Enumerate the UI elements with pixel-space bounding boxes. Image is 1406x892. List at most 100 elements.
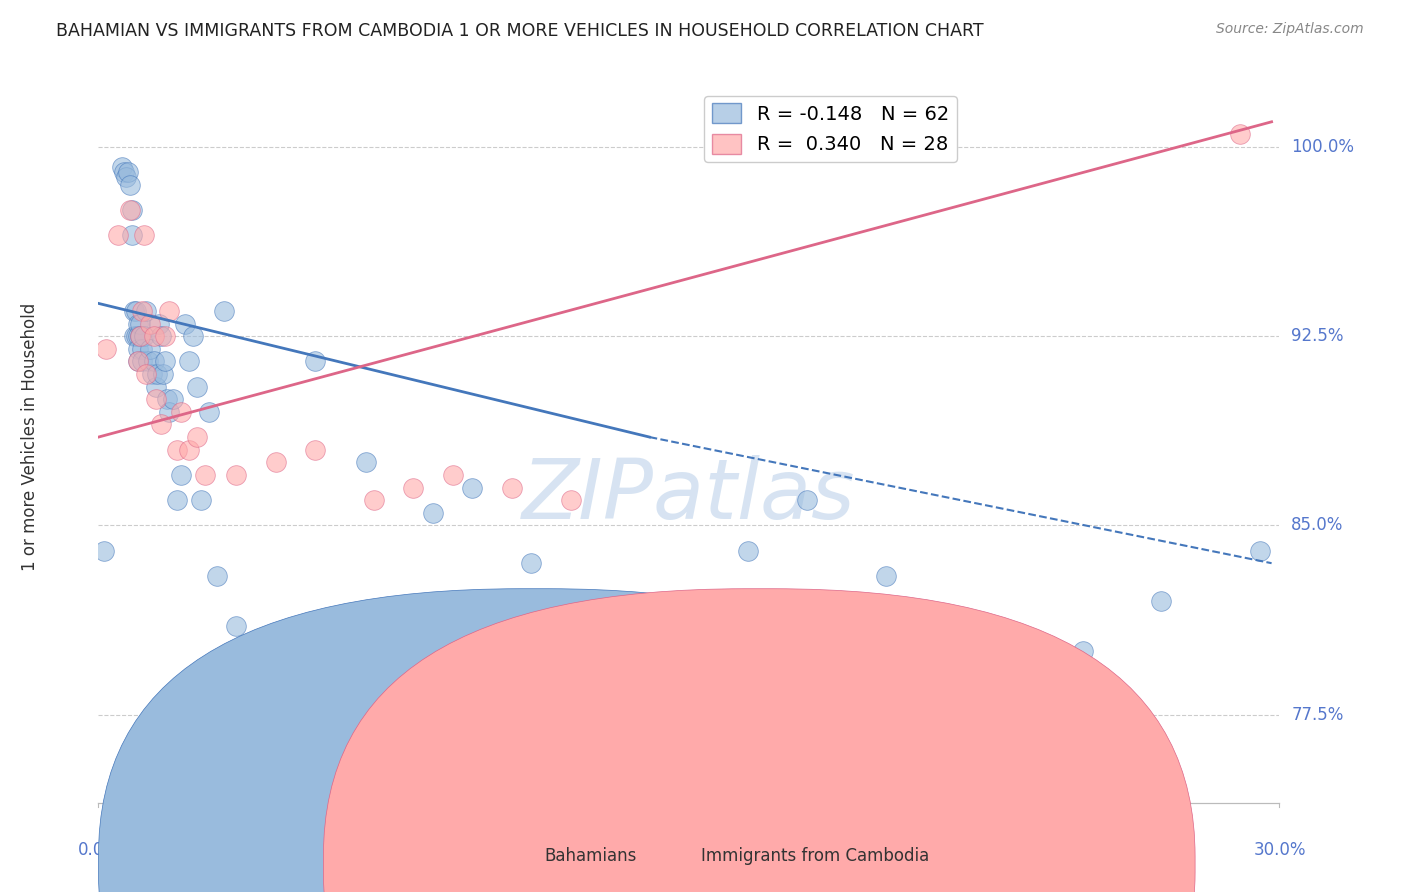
Point (128, 329, 150, 343)
Point (166, 442, 188, 457)
Point (93, 543, 115, 558)
Point (138, 317, 160, 331)
Point (152, 367, 174, 381)
Point (127, 354, 149, 368)
Point (122, 304, 145, 318)
Point (150, 417, 173, 432)
Text: 100.0%: 100.0% (1291, 138, 1354, 156)
Point (118, 178, 141, 192)
Point (132, 329, 155, 343)
Text: 30.0%: 30.0% (1253, 840, 1306, 859)
Point (194, 467, 217, 482)
Point (131, 304, 153, 318)
Point (96, 342, 118, 356)
Point (225, 619, 247, 633)
Text: ZIPatlas: ZIPatlas (522, 455, 856, 536)
Point (125, 304, 148, 318)
Point (197, 405, 219, 419)
Point (141, 367, 163, 381)
Point (422, 506, 444, 520)
Text: Source: ZipAtlas.com: Source: ZipAtlas.com (1216, 22, 1364, 37)
Point (156, 392, 179, 407)
Point (132, 228, 155, 243)
Point (190, 493, 212, 508)
Point (155, 354, 177, 368)
Point (131, 354, 153, 368)
Point (145, 392, 167, 407)
Point (177, 354, 200, 368)
Point (107, 228, 129, 243)
Point (155, 329, 177, 343)
Point (131, 342, 153, 356)
Text: Bahamians: Bahamians (544, 847, 637, 865)
Point (177, 442, 200, 457)
Point (127, 354, 149, 368)
Point (304, 442, 326, 457)
Point (111, 160, 134, 174)
Text: BAHAMIAN VS IMMIGRANTS FROM CAMBODIA 1 OR MORE VEHICLES IN HOUSEHOLD CORRELATION: BAHAMIAN VS IMMIGRANTS FROM CAMBODIA 1 O… (56, 22, 984, 40)
Point (148, 317, 170, 331)
Point (128, 329, 150, 343)
Point (121, 228, 143, 243)
Point (461, 481, 484, 495)
Point (127, 329, 149, 343)
Point (118, 203, 141, 218)
Point (121, 203, 143, 218)
Point (138, 342, 160, 356)
Point (181, 329, 204, 343)
Text: 92.5%: 92.5% (1291, 327, 1344, 345)
Point (128, 317, 150, 331)
Point (264, 455, 287, 469)
Point (146, 367, 169, 381)
Point (402, 481, 425, 495)
Point (737, 543, 759, 558)
Point (354, 455, 377, 469)
Point (186, 430, 208, 444)
Point (993, 632, 1015, 646)
Point (205, 569, 228, 583)
Legend: R = -0.148   N = 62, R =  0.340   N = 28: R = -0.148 N = 62, R = 0.340 N = 28 (704, 95, 957, 162)
Point (135, 304, 157, 318)
Point (1150, 594, 1173, 608)
Point (382, 682, 405, 697)
Point (127, 317, 149, 331)
Point (127, 342, 149, 356)
Point (157, 304, 180, 318)
Point (658, 670, 681, 684)
Point (599, 657, 621, 671)
Point (560, 493, 582, 508)
Point (117, 165, 139, 179)
Point (501, 481, 523, 495)
Point (145, 379, 167, 393)
Text: 0.0%: 0.0% (77, 840, 120, 859)
Point (125, 329, 148, 343)
Text: 1 or more Vehicles in Household: 1 or more Vehicles in Household (21, 303, 39, 571)
Point (136, 354, 159, 368)
Point (142, 354, 165, 368)
Point (225, 467, 247, 482)
Point (304, 354, 326, 368)
Point (142, 329, 165, 343)
Text: 85.0%: 85.0% (1291, 516, 1344, 534)
Point (174, 317, 197, 331)
Point (115, 170, 138, 185)
Point (112, 165, 135, 179)
Point (122, 329, 145, 343)
Point (157, 405, 180, 419)
Point (363, 493, 385, 508)
Point (253, 644, 276, 658)
Point (170, 467, 193, 482)
Point (441, 467, 464, 482)
Point (170, 405, 193, 419)
Text: 77.5%: 77.5% (1291, 706, 1344, 723)
Point (520, 556, 543, 570)
Text: Immigrants from Cambodia: Immigrants from Cambodia (702, 847, 929, 865)
Point (162, 392, 184, 407)
Point (150, 329, 173, 343)
Point (214, 304, 236, 318)
Point (796, 493, 818, 508)
Point (1071, 644, 1094, 658)
Point (186, 379, 208, 393)
Point (135, 367, 157, 381)
Point (1249, 543, 1271, 558)
